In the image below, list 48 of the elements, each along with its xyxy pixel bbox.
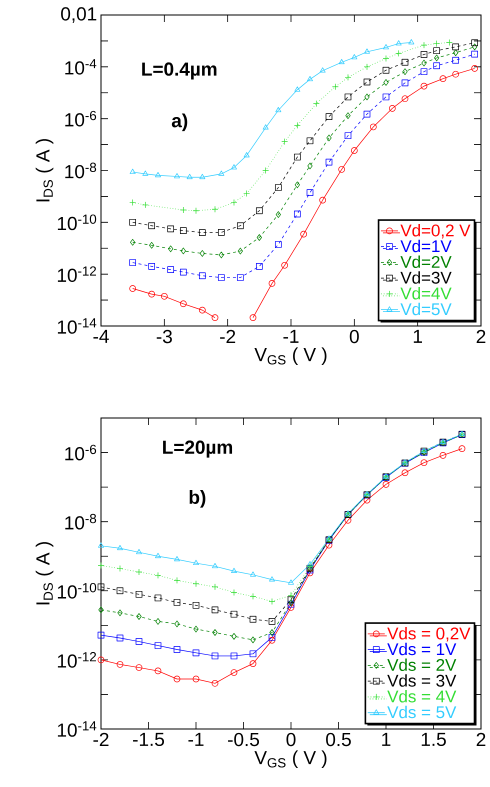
annotation: b) bbox=[190, 490, 206, 508]
x-tick-label: 1 bbox=[414, 330, 422, 343]
y-tick-label: 10$^{-4}$ bbox=[65, 59, 96, 75]
y-tick-label: 10$^{-8}$ bbox=[65, 514, 96, 530]
annotation: L=0.4µm bbox=[142, 62, 217, 80]
legend-label: Vds = 4V bbox=[387, 690, 456, 702]
legend-label: Vds = 2V bbox=[387, 658, 456, 671]
y-tick-label: 10$^{-6}$ bbox=[65, 110, 96, 127]
x-tick-label: 0.5 bbox=[326, 732, 352, 746]
y-tick-label: 10$^{-14}$ bbox=[58, 721, 96, 737]
legend-label: Vd=1V bbox=[400, 240, 452, 252]
legend-label: Vds = 0,2V bbox=[387, 627, 471, 642]
y-tick-label: 0,01 bbox=[61, 7, 96, 23]
y-tick-label: 10$^{-6}$ bbox=[65, 444, 96, 460]
x-tick-label: 1.5 bbox=[422, 732, 446, 746]
legend-label: Vd=2V bbox=[400, 256, 452, 268]
y-axis-title: I$_{DS}$ ( A ) bbox=[36, 139, 54, 202]
x-axis-title: V$_{GS}$ ( V ) bbox=[254, 347, 327, 365]
x-tick-label: 1 bbox=[382, 732, 391, 746]
y-tick-label: 10$^{-10}$ bbox=[58, 582, 96, 599]
legend-label: Vds = 5V bbox=[387, 706, 456, 718]
legend-label: Vds = 3V bbox=[387, 674, 456, 687]
x-tick-label: 0 bbox=[286, 732, 296, 746]
y-tick-label: 10$^{-8}$ bbox=[65, 162, 96, 178]
x-tick-label: -0.5 bbox=[228, 732, 260, 746]
y-tick-label: 10$^{-10}$ bbox=[58, 214, 96, 230]
legend-label: Vd=0,2 V bbox=[400, 224, 471, 238]
x-tick-label: 2 bbox=[476, 330, 486, 344]
legend-label: Vd=4V bbox=[400, 287, 452, 300]
x-tick-label: 2 bbox=[476, 732, 486, 746]
x-tick-label: -1.5 bbox=[133, 732, 164, 746]
annotation: L=20µm bbox=[163, 440, 232, 458]
x-tick-label: -2 bbox=[220, 330, 236, 344]
y-tick-label: 10$^{-12}$ bbox=[58, 266, 96, 282]
y-tick-label: 10$^{-14}$ bbox=[58, 318, 96, 334]
y-axis-title: I$_{DS}$ ( A ) bbox=[36, 542, 54, 604]
x-tick-label: -3 bbox=[156, 330, 172, 344]
x-axis-title: V$_{GS}$ ( V ) bbox=[254, 750, 327, 768]
legend-label: Vd=3V bbox=[400, 271, 452, 284]
x-tick-label: 0 bbox=[350, 330, 360, 344]
x-tick-label: -1 bbox=[284, 330, 299, 343]
y-tick-label: 10$^{-12}$ bbox=[58, 652, 96, 668]
legend-label: Vds = 1V bbox=[387, 642, 456, 656]
annotation: a) bbox=[172, 113, 188, 132]
x-tick-label: -2 bbox=[94, 732, 109, 746]
x-tick-label: -1 bbox=[188, 732, 204, 746]
x-tick-label: -4 bbox=[94, 330, 110, 343]
legend-label: Vd=5V bbox=[400, 302, 452, 316]
